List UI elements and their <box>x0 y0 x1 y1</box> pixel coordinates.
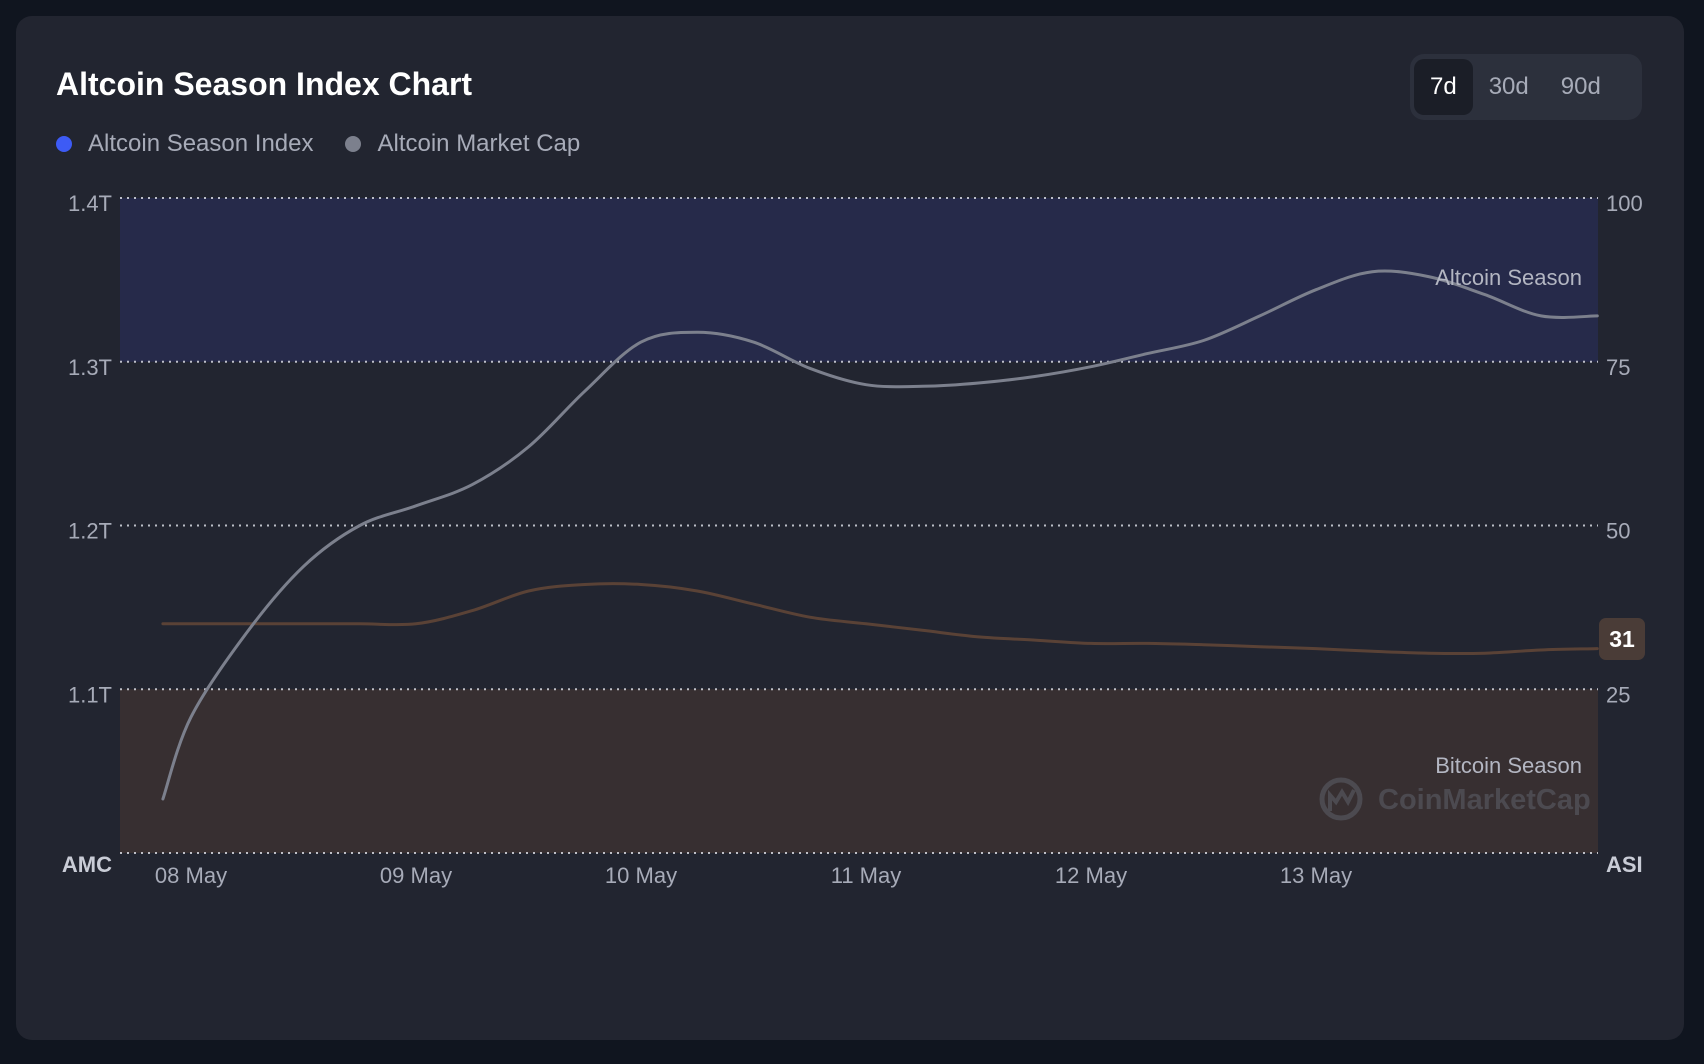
legend-label: Altcoin Season Index <box>88 130 314 157</box>
coinmarketcap-logo-icon <box>1319 777 1363 821</box>
right-axis-tick: 50 <box>1606 519 1630 544</box>
legend-dot-gray <box>345 136 362 152</box>
left-axis-tick: 1.1T <box>68 682 112 707</box>
current-value: 31 <box>1609 626 1635 652</box>
altcoin-season-band <box>120 198 1598 362</box>
altcoin-season-zone-label: Altcoin Season <box>1435 265 1582 290</box>
chart-plot: 1.4T 1.3T 1.2T 1.1T 100 75 50 25 AMC ASI 08 May 09 … <box>62 191 1645 888</box>
legend-item-altcoin-market-cap[interactable]: Altcoin Market Cap <box>345 130 580 158</box>
x-axis-tick: 11 May <box>831 863 902 888</box>
left-axis-tick: 1.2T <box>68 519 112 544</box>
x-axis-tick: 13 May <box>1280 863 1352 888</box>
x-axis-tick: 08 May <box>155 863 227 888</box>
altcoin-season-index-line <box>161 582 1599 656</box>
chart-title: Altcoin Season Index Chart <box>56 66 473 102</box>
altcoin-market-cap-line <box>161 269 1599 801</box>
tab-90d[interactable]: 90d <box>1560 73 1601 100</box>
legend-item-altcoin-season-index[interactable]: Altcoin Season Index <box>56 130 313 158</box>
x-axis-tick: 10 May <box>605 863 677 888</box>
right-axis-tick: 25 <box>1606 682 1630 707</box>
legend-label: Altcoin Market Cap <box>377 130 581 157</box>
watermark: CoinMarketCap <box>1378 784 1591 816</box>
right-axis-tick: 100 <box>1606 191 1643 216</box>
x-axis-tick: 09 May <box>380 863 452 888</box>
right-axis-tick: 75 <box>1606 355 1630 380</box>
left-axis-tick: 1.3T <box>68 355 112 380</box>
x-axis-tick: 12 May <box>1055 863 1127 888</box>
right-axis-label: ASI <box>1606 852 1643 877</box>
current-value-badge: 31 <box>1599 618 1645 660</box>
legend-dot-blue <box>56 136 72 152</box>
left-axis-label: AMC <box>62 852 112 877</box>
bitcoin-season-zone-label: Bitcoin Season <box>1435 753 1582 778</box>
chart-card: Altcoin Season Index Chart Altcoin Seaso… <box>16 16 1684 1040</box>
bitcoin-season-band <box>120 689 1598 853</box>
tab-7d[interactable]: 7d <box>1414 59 1473 115</box>
left-axis-tick: 1.4T <box>68 191 112 216</box>
tab-30d[interactable]: 30d <box>1488 73 1529 100</box>
range-tabs: 7d 30d 90d <box>1410 54 1642 120</box>
legend: Altcoin Season Index Altcoin Market Cap <box>56 130 612 158</box>
